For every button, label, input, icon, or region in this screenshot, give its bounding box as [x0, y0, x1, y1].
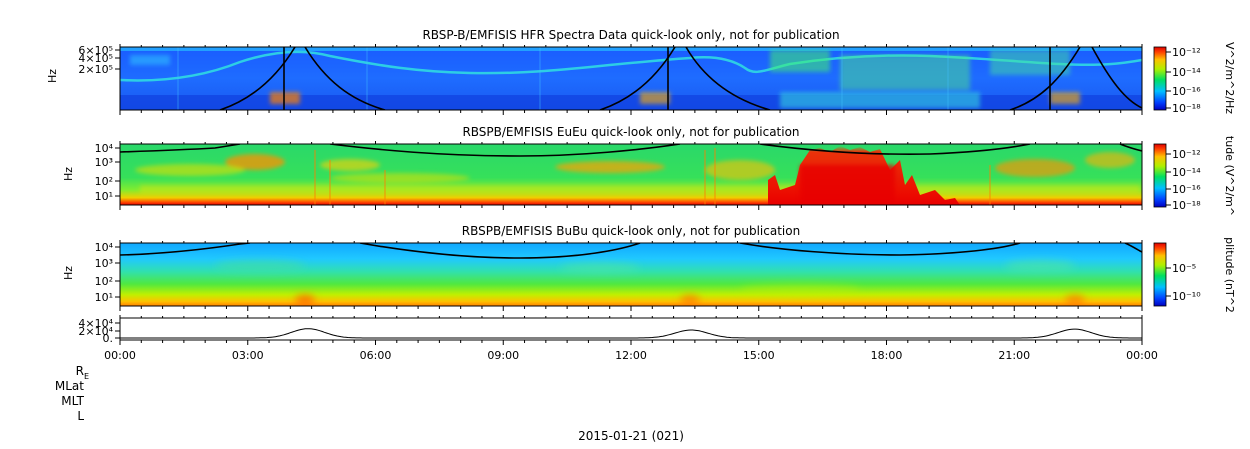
- line-ytick-tick-label: 2×10⁴: [78, 325, 113, 338]
- time-tick-label: 00:00: [1126, 349, 1158, 362]
- footer-date: 2015-01-21 (021): [578, 429, 684, 443]
- eueu-cbar-tick-label: 10⁻¹⁸: [1172, 199, 1201, 212]
- hfr-colorbar-label: V^2/m^2/Hz: [1223, 42, 1236, 114]
- hfr-ytick-tick-label: 6×10⁵: [78, 44, 113, 57]
- eueu-colorbar-ticks: 10⁻¹² 10⁻¹⁴ 10⁻¹⁶ 10⁻¹⁸: [1166, 148, 1201, 212]
- eueu-title: RBSPB/EMFISIS EuEu quick-look only, not …: [462, 125, 799, 139]
- hfr-colorbar-ticks: 10⁻¹² 10⁻¹⁴ 10⁻¹⁶ 10⁻¹⁸: [1166, 46, 1201, 115]
- row-label-l: L: [77, 409, 84, 423]
- eueu-background: [120, 144, 1142, 205]
- eueu-boundary-curve: [120, 144, 1142, 157]
- row-label-subscript: E: [84, 372, 89, 381]
- hfr-topband: [120, 47, 1142, 51]
- bubu-ytick-tick-label: 10⁴: [95, 241, 114, 254]
- eueu-colorbar: [1153, 143, 1167, 208]
- bubu-emission-patches: [215, 260, 1085, 305]
- hfr-emission-line: [120, 50, 1142, 82]
- hfr-spectrogram: RBSP-B/EMFISIS HFR Spectra Data quick-lo…: [46, 28, 1236, 115]
- hfr-cutoff-curves: [219, 47, 1142, 110]
- bubu-ylabel: Hz: [62, 266, 75, 280]
- time-tick-label: 09:00: [487, 349, 519, 362]
- bubu-background: [120, 243, 1142, 306]
- eueu-ytick-tick-label: 10³: [95, 156, 113, 169]
- hfr-colorbar: [1153, 46, 1167, 111]
- row-label-mlt: MLT: [61, 394, 84, 408]
- eueu-ylabel: Hz: [62, 167, 75, 181]
- bubu-boundary-curve: [120, 243, 1142, 259]
- hfr-ylabel: Hz: [46, 69, 59, 83]
- eueu-spectrogram: RBSPB/EMFISIS EuEu quick-look only, not …: [62, 125, 1236, 216]
- hfr-ytick-tick-label: 4×10⁵: [78, 52, 113, 65]
- eueu-spikes: [314, 148, 991, 205]
- row-label-mlat: MLat: [55, 379, 84, 393]
- eueu-ytick-tick-label: 10²: [95, 175, 113, 188]
- bubu-spectrogram: RBSPB/EMFISIS BuBu quick-look only, not …: [62, 224, 1236, 313]
- time-tick-label: 18:00: [871, 349, 903, 362]
- bubu-yticks: 10⁴ 10³ 10² 10¹: [95, 241, 120, 304]
- eueu-red-burst-core: [800, 165, 895, 205]
- time-tick-label: 00:00: [104, 349, 136, 362]
- bubu-cbar-tick-label: 10⁻¹⁰: [1172, 290, 1201, 303]
- hfr-cbar-tick-label: 10⁻¹⁸: [1172, 102, 1201, 115]
- time-tick-label: 12:00: [615, 349, 647, 362]
- hfr-ytick-tick-label: 2×10⁵: [78, 63, 113, 76]
- line-ytick-tick-label: 0.: [103, 332, 114, 345]
- bubu-colorbar-label: plitude (nT^2: [1223, 237, 1236, 313]
- hfr-title: RBSP-B/EMFISIS HFR Spectra Data quick-lo…: [422, 28, 839, 42]
- bubu-colorbar: [1153, 242, 1167, 307]
- time-tick-label: 06:00: [360, 349, 392, 362]
- time-tick-label: 21:00: [998, 349, 1030, 362]
- row-label-r: R: [76, 364, 84, 378]
- eueu-ytick-tick-label: 10¹: [95, 190, 113, 203]
- hfr-cbar-tick-label: 10⁻¹⁶: [1172, 85, 1201, 98]
- bubu-title: RBSPB/EMFISIS BuBu quick-look only, not …: [462, 224, 800, 238]
- eueu-cbar-tick-label: 10⁻¹⁴: [1172, 166, 1201, 179]
- eueu-emission-patches: [135, 152, 1140, 193]
- hfr-streaks: [177, 47, 949, 110]
- hfr-cbar-tick-label: 10⁻¹²: [1172, 46, 1201, 59]
- eueu-ytick-tick-label: 10⁴: [95, 142, 114, 155]
- time-tick-label: 15:00: [743, 349, 775, 362]
- line-ytick-tick-label: 4×10⁴: [78, 317, 113, 330]
- bubu-cbar-tick-label: 10⁻⁵: [1172, 262, 1196, 275]
- eueu-cbar-tick-label: 10⁻¹⁶: [1172, 183, 1201, 196]
- eueu-cbar-tick-label: 10⁻¹²: [1172, 148, 1201, 161]
- hfr-cbar-tick-label: 10⁻¹⁴: [1172, 66, 1201, 79]
- bubu-ytick-tick-label: 10¹: [95, 291, 113, 304]
- bubu-ytick-tick-label: 10³: [95, 257, 113, 270]
- time-tick-label: 03:00: [232, 349, 264, 362]
- density-line: [120, 328, 1142, 339]
- time-axis: 00:00 03:00 06:00 09:00 12:00 15:00 18:00 21:00…: [104, 44, 1158, 362]
- bubu-ytick-tick-label: 10²: [95, 275, 113, 288]
- bubu-colorbar-ticks: 10⁻⁵ 10⁻¹⁰: [1166, 262, 1201, 303]
- eueu-colorbar-label: tude (V^2/m^: [1223, 136, 1236, 216]
